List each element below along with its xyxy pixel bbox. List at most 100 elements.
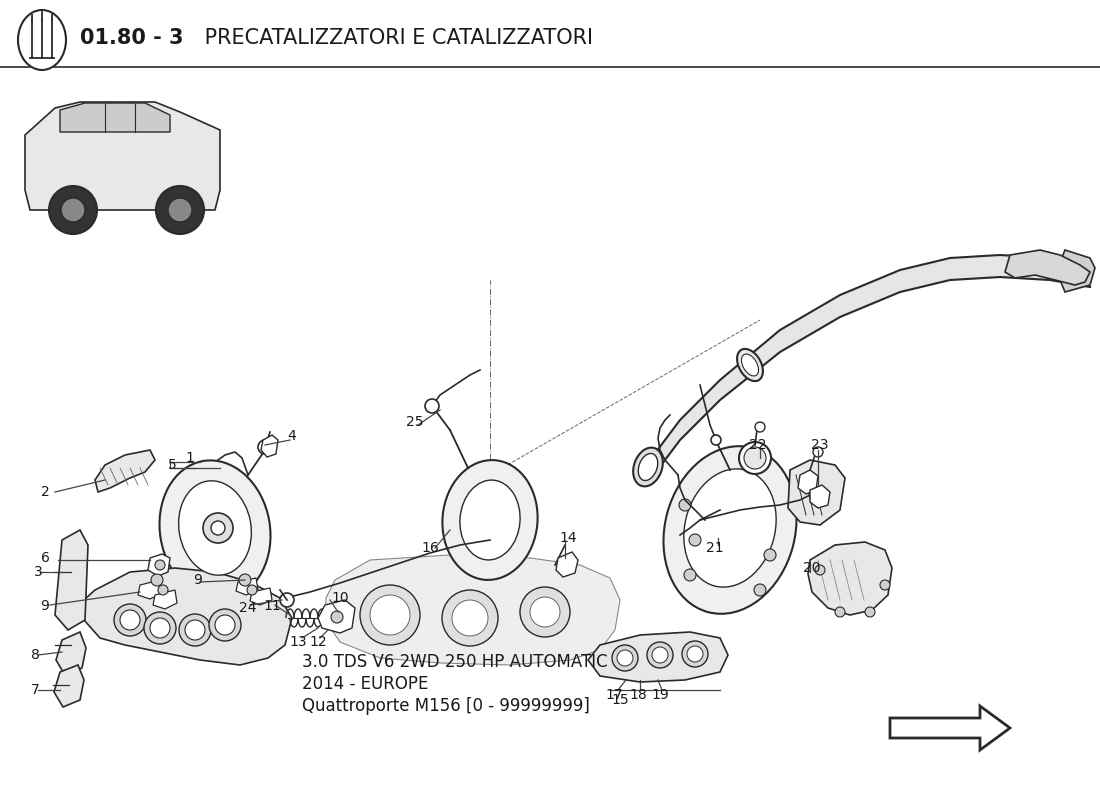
Circle shape xyxy=(185,620,205,640)
Circle shape xyxy=(679,499,691,511)
Polygon shape xyxy=(1005,250,1090,285)
Circle shape xyxy=(114,604,146,636)
Text: Quattroporte M156 [0 - 99999999]: Quattroporte M156 [0 - 99999999] xyxy=(302,697,591,714)
Circle shape xyxy=(151,574,163,586)
Circle shape xyxy=(425,399,439,413)
Text: 9: 9 xyxy=(41,599,50,613)
Circle shape xyxy=(50,186,97,234)
Circle shape xyxy=(684,569,696,581)
Polygon shape xyxy=(808,542,892,615)
Circle shape xyxy=(331,611,343,623)
Ellipse shape xyxy=(741,354,759,376)
Polygon shape xyxy=(318,600,355,633)
Text: 5: 5 xyxy=(167,458,176,472)
Circle shape xyxy=(204,513,233,543)
Polygon shape xyxy=(60,103,170,132)
Text: 01.80 - 3: 01.80 - 3 xyxy=(80,28,184,48)
Circle shape xyxy=(530,597,560,627)
Polygon shape xyxy=(250,588,272,605)
Circle shape xyxy=(652,647,668,663)
Text: 2014 - EUROPE: 2014 - EUROPE xyxy=(302,675,429,693)
Circle shape xyxy=(239,574,251,586)
Polygon shape xyxy=(810,485,830,508)
Text: 24: 24 xyxy=(240,601,256,615)
Polygon shape xyxy=(1060,250,1094,292)
Text: 13: 13 xyxy=(289,635,307,649)
Polygon shape xyxy=(84,568,292,665)
Polygon shape xyxy=(25,102,220,210)
Text: 15: 15 xyxy=(612,693,629,707)
Circle shape xyxy=(211,521,226,535)
Circle shape xyxy=(682,641,708,667)
Polygon shape xyxy=(798,470,818,494)
Ellipse shape xyxy=(739,442,771,474)
Circle shape xyxy=(179,614,211,646)
Ellipse shape xyxy=(663,446,796,614)
Circle shape xyxy=(370,595,410,635)
Text: 6: 6 xyxy=(41,551,50,565)
Polygon shape xyxy=(55,530,88,630)
Circle shape xyxy=(360,585,420,645)
Text: 3.0 TDS V6 2WD 250 HP AUTOMATIC: 3.0 TDS V6 2WD 250 HP AUTOMATIC xyxy=(302,654,608,671)
Polygon shape xyxy=(56,632,86,675)
Text: 18: 18 xyxy=(629,688,647,702)
Circle shape xyxy=(813,447,823,457)
Text: 12: 12 xyxy=(309,635,327,649)
Polygon shape xyxy=(153,590,177,609)
Text: 23: 23 xyxy=(812,438,828,452)
Circle shape xyxy=(520,587,570,637)
Text: 1: 1 xyxy=(186,451,195,465)
Text: 2: 2 xyxy=(41,485,50,499)
Polygon shape xyxy=(261,435,278,457)
Circle shape xyxy=(248,585,257,595)
Text: 10: 10 xyxy=(331,591,349,605)
Text: 25: 25 xyxy=(406,415,424,429)
Polygon shape xyxy=(138,580,162,599)
Ellipse shape xyxy=(442,460,538,580)
Text: 3: 3 xyxy=(34,565,43,579)
Ellipse shape xyxy=(178,481,252,575)
Polygon shape xyxy=(588,632,728,682)
Polygon shape xyxy=(890,706,1010,750)
Circle shape xyxy=(688,646,703,662)
Circle shape xyxy=(452,600,488,636)
Polygon shape xyxy=(95,450,155,492)
Circle shape xyxy=(612,645,638,671)
Text: 20: 20 xyxy=(803,561,821,575)
Circle shape xyxy=(150,618,170,638)
Ellipse shape xyxy=(460,480,520,560)
Text: 4: 4 xyxy=(287,429,296,443)
Ellipse shape xyxy=(737,349,763,381)
Ellipse shape xyxy=(18,10,66,70)
Text: 9: 9 xyxy=(194,573,202,587)
Circle shape xyxy=(764,549,776,561)
Circle shape xyxy=(711,435,720,445)
Circle shape xyxy=(158,585,168,595)
Polygon shape xyxy=(236,578,258,595)
Text: 17: 17 xyxy=(605,688,623,702)
Text: 19: 19 xyxy=(651,688,669,702)
Circle shape xyxy=(755,422,764,432)
Circle shape xyxy=(647,642,673,668)
Text: 7: 7 xyxy=(31,683,40,697)
Circle shape xyxy=(815,565,825,575)
Circle shape xyxy=(60,198,85,222)
Polygon shape xyxy=(556,552,578,577)
Ellipse shape xyxy=(638,454,658,481)
Circle shape xyxy=(865,607,874,617)
Text: 22: 22 xyxy=(749,438,767,452)
Circle shape xyxy=(144,612,176,644)
Ellipse shape xyxy=(634,448,663,486)
Circle shape xyxy=(689,534,701,546)
Text: PRECATALIZZATORI E CATALIZZATORI: PRECATALIZZATORI E CATALIZZATORI xyxy=(198,28,593,48)
Circle shape xyxy=(209,609,241,641)
Ellipse shape xyxy=(684,469,777,587)
Ellipse shape xyxy=(160,461,271,599)
Circle shape xyxy=(214,615,235,635)
Text: 16: 16 xyxy=(421,541,439,555)
Polygon shape xyxy=(54,665,84,707)
Circle shape xyxy=(156,186,204,234)
Circle shape xyxy=(880,580,890,590)
Circle shape xyxy=(835,607,845,617)
Circle shape xyxy=(754,584,766,596)
